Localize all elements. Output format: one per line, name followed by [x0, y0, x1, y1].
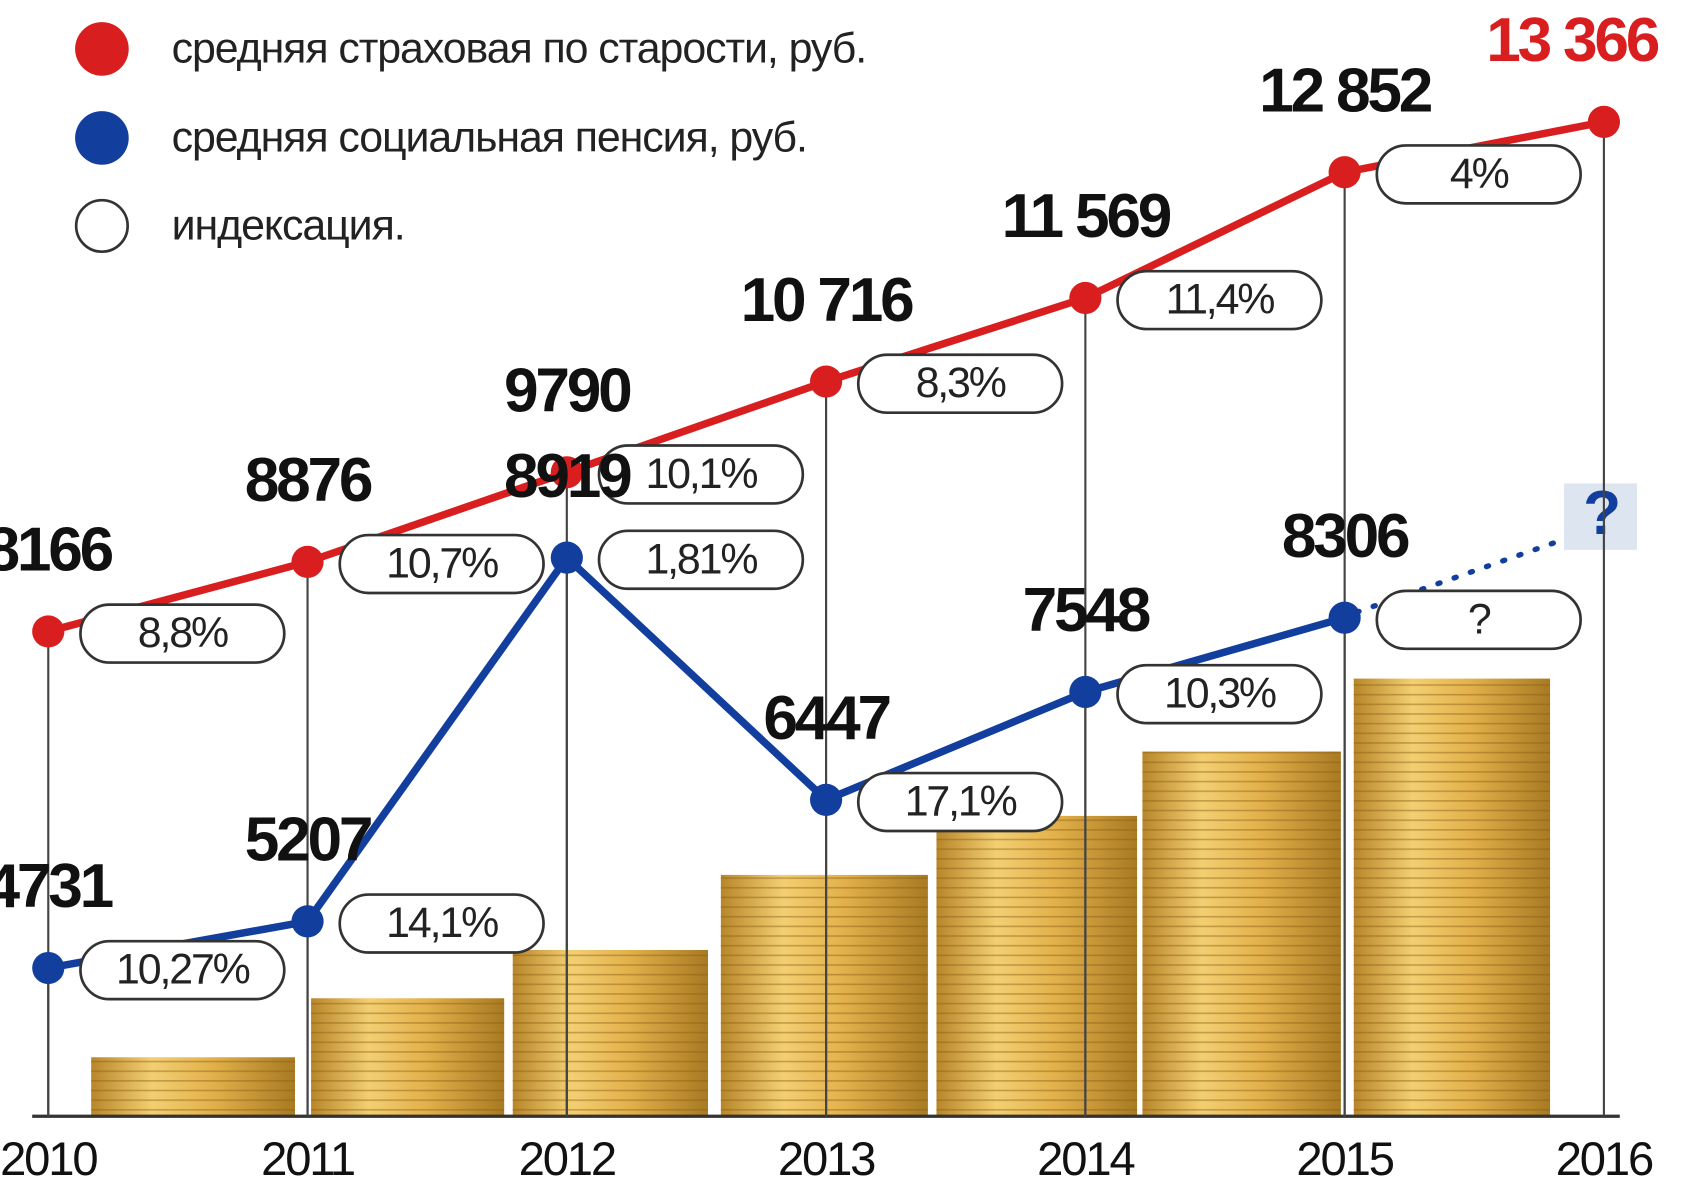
data-point: [1069, 675, 1102, 709]
legend-swatch: [75, 22, 129, 76]
x-tick-label: 2011: [261, 1133, 354, 1186]
coin-stack-stripes: [512, 949, 708, 1117]
indexation-label: 17,1%: [905, 778, 1017, 826]
indexation-oval: [597, 529, 805, 591]
coin-stack-stripes: [720, 874, 928, 1117]
indexation-oval: [338, 893, 545, 954]
data-label: 8876: [245, 446, 372, 515]
data-label: 11 569: [1002, 182, 1171, 251]
data-label: 6447: [763, 684, 889, 753]
indexation-oval: [1375, 589, 1582, 651]
data-point: [550, 541, 583, 574]
indexation-oval: [1375, 144, 1582, 205]
coin-stack-stripes: [311, 998, 505, 1117]
legend-label: индексация.: [172, 201, 405, 249]
legend-swatch: [74, 198, 129, 254]
indexation-oval: [338, 533, 545, 595]
data-label: 8166: [0, 516, 113, 585]
indexation-label: 1,81%: [645, 535, 757, 583]
indexation-label: 10,3%: [1164, 670, 1276, 718]
indexation-label: 10,1%: [645, 450, 757, 498]
data-point: [1587, 105, 1620, 138]
data-point: [1328, 601, 1361, 634]
legend-label: средняя страховая по старости, руб.: [172, 24, 867, 72]
data-label: 12 852: [1259, 56, 1432, 125]
coin-stack-stripes: [1142, 751, 1341, 1117]
indexation-oval: [856, 353, 1064, 415]
indexation-oval: [1116, 269, 1323, 331]
coin-stack-stripes: [936, 815, 1138, 1117]
indexation-label: 10,27%: [116, 946, 250, 994]
indexation-label: 8,3%: [916, 359, 1006, 407]
data-point: [809, 365, 843, 398]
indexation-label: ?: [1468, 595, 1491, 643]
data-point: [291, 905, 324, 938]
data-label: 13 366: [1486, 6, 1659, 75]
data-point: [32, 615, 65, 648]
legend: средняя страховая по старости, руб. сред…: [74, 22, 867, 254]
data-point: [291, 545, 324, 578]
indexation-label: 10,7%: [386, 539, 498, 587]
data-label: 8919: [504, 442, 631, 511]
indexation-oval: [79, 939, 286, 1001]
legend-label: средняя социальная пенсия, руб.: [172, 113, 807, 161]
data-point: [550, 456, 583, 489]
indexation-oval: [1116, 663, 1323, 725]
x-tick-label: 2014: [1037, 1133, 1134, 1186]
indexation-oval: [79, 603, 286, 664]
data-point: [1069, 281, 1102, 315]
annotation-box: [1564, 483, 1637, 550]
x-tick-label: 2013: [778, 1133, 875, 1186]
indexation-oval: [597, 444, 805, 505]
data-point: [32, 951, 65, 985]
indexation-label: 8,8%: [138, 609, 228, 657]
coin-stack-stripes: [1353, 678, 1551, 1117]
data-point: [1328, 156, 1361, 189]
indexation-label: 4%: [1450, 150, 1509, 198]
data-label: 4731: [0, 852, 113, 921]
coin-stack-stripes: [91, 1057, 295, 1117]
legend-swatch: [75, 111, 129, 165]
x-tick-label: 2010: [0, 1133, 97, 1186]
data-label: 8306: [1282, 502, 1409, 571]
data-label: 5207: [245, 806, 371, 875]
data-label: 7548: [1023, 576, 1150, 645]
indexation-label: 11,4%: [1166, 276, 1275, 324]
x-tick-label: 2012: [519, 1133, 615, 1186]
data-label: 10 716: [741, 266, 914, 335]
data-label: 9790: [504, 357, 631, 426]
annotation: ?: [1583, 479, 1618, 548]
x-tick-label: 2016: [1556, 1133, 1653, 1186]
indexation-label: 14,1%: [386, 899, 498, 947]
x-tick-label: 2015: [1296, 1133, 1393, 1186]
data-point: [809, 783, 843, 816]
coin-stacks: [91, 678, 1551, 1117]
indexation-oval: [856, 771, 1064, 833]
